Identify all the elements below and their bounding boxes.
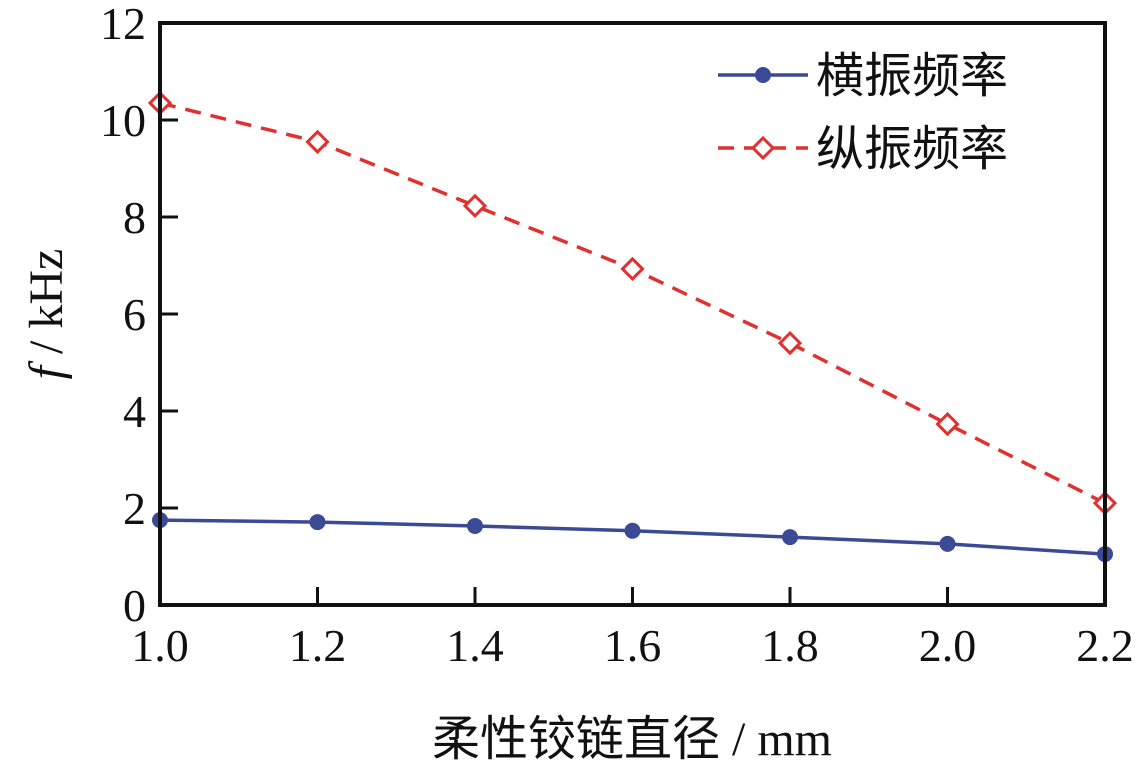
y-axis-label-unit: / kHz — [20, 249, 73, 366]
y-tick-label: 6 — [123, 289, 146, 340]
data-point-0 — [467, 517, 483, 534]
legend-marker — [750, 135, 776, 161]
y-tick-label: 4 — [123, 386, 146, 437]
legend-marker — [755, 67, 771, 83]
data-point-0 — [309, 514, 326, 531]
x-tick-label: 1.2 — [289, 620, 347, 671]
data-point-1 — [305, 129, 330, 154]
data-point-1 — [935, 411, 960, 437]
y-tick-label: 8 — [123, 192, 146, 243]
y-tick-label: 10 — [100, 95, 146, 146]
y-axis-label: f / kHz — [20, 249, 73, 380]
data-point-1 — [462, 193, 488, 218]
data-point-0 — [624, 522, 641, 539]
y-tick-label: 12 — [100, 0, 146, 49]
data-point-0 — [939, 535, 956, 552]
data-point-1 — [777, 330, 803, 356]
y-tick-label: 0 — [123, 580, 146, 631]
x-tick-label: 2.2 — [1076, 620, 1134, 671]
y-tick-label: 2 — [123, 483, 146, 534]
legend-label: 纵振频率 — [816, 123, 1008, 176]
data-point-0 — [782, 529, 798, 546]
x-tick-label: 2.0 — [919, 620, 977, 671]
x-tick-label: 1.8 — [761, 620, 819, 671]
legend-label: 横振频率 — [816, 50, 1008, 103]
x-tick-label: 1.0 — [131, 620, 189, 671]
x-axis-label: 柔性铰链直径 / mm — [432, 713, 832, 766]
x-tick-label: 1.6 — [604, 620, 662, 671]
plot-frame — [158, 21, 1107, 607]
x-tick-label: 1.4 — [446, 620, 504, 671]
data-point-1 — [620, 256, 645, 282]
